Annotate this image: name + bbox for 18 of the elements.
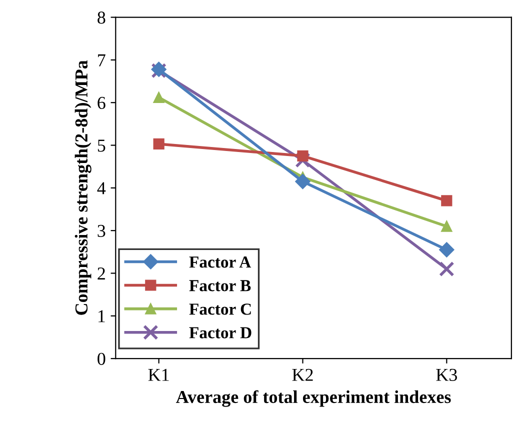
y-tick-label: 5 (98, 140, 106, 152)
x-axis-title: Average of total experiment indexes (176, 390, 451, 407)
y-tick-label: 0 (98, 352, 106, 365)
legend-label: Factor C (189, 304, 251, 315)
y-tick-label: 2 (98, 268, 105, 280)
y-tick-label: 8 (98, 12, 106, 24)
y-tick-label: 3 (98, 224, 106, 238)
legend-label: Factor D (189, 327, 252, 338)
y-tick-label: 1 (98, 310, 105, 322)
x-tick-label: K3 (436, 368, 457, 381)
legend-label: Factor A (189, 256, 252, 268)
x-tick-label: K2 (292, 368, 313, 381)
y-tick-label: 7 (98, 54, 106, 66)
y-tick-label: 6 (98, 96, 106, 110)
y-axis-title: Compressive strength(2-8d)/MPa (74, 60, 92, 315)
x-tick-label: K1 (148, 368, 169, 381)
y-tick-label: 4 (97, 182, 106, 194)
legend-label: Factor B (189, 280, 251, 292)
